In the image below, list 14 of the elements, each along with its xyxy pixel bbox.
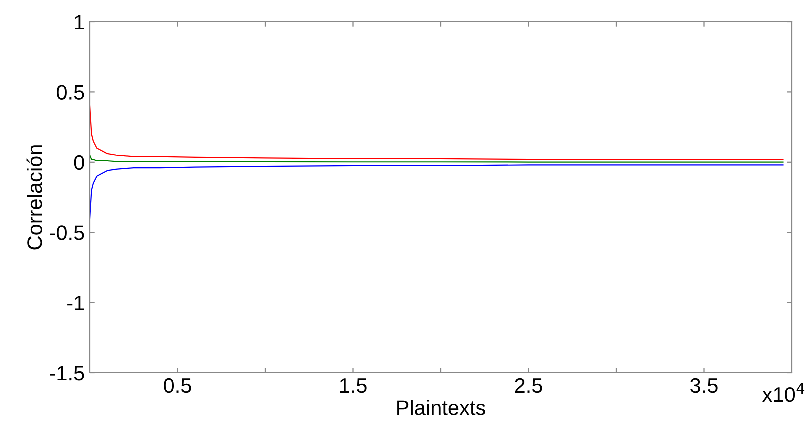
x-tick-label: 3.5 [690, 378, 718, 394]
y-tick-label: 0.5 [56, 85, 84, 100]
y-tick-label: -1 [68, 296, 84, 310]
y-tick-label: 1 [75, 15, 84, 30]
x-axis-title: Plaintexts [398, 400, 486, 416]
x-tick-label: 2.5 [515, 378, 542, 394]
y-axis-title: Correlación [26, 146, 42, 250]
y-tick-label: 0 [74, 155, 84, 170]
x-tick-label: 1.5 [340, 378, 367, 394]
line-series [90, 154, 784, 163]
y-tick-label: -0.5 [50, 226, 84, 240]
x-tick-label: 0.5 [164, 378, 192, 394]
y-tick-label: -1.5 [50, 366, 84, 381]
text: x10$^{4}$ [762, 383, 805, 402]
